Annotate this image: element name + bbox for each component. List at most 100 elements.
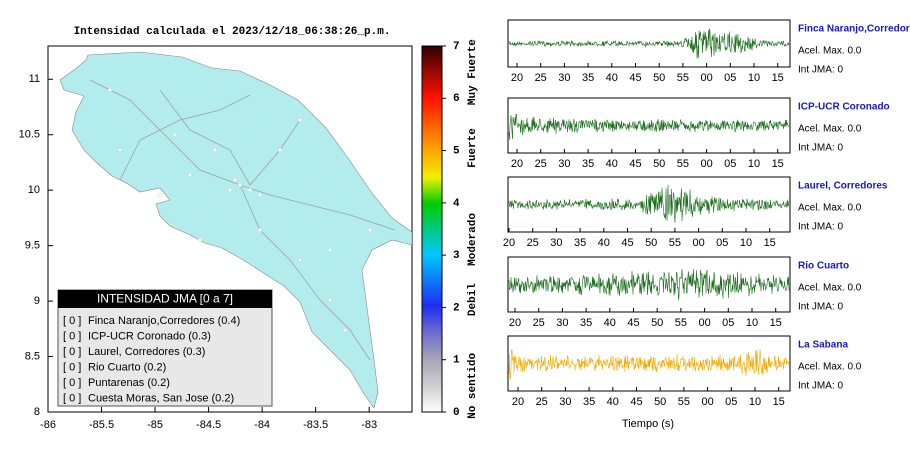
colorbar-tick-label: 4 bbox=[453, 198, 460, 210]
max-acceleration: Acel. Max. 0.0 bbox=[798, 124, 862, 135]
legend-station: Finca Naranjo,Corredores (0.4) bbox=[88, 315, 240, 327]
legend-station: Cuesta Moras, San Jose (0.2) bbox=[88, 392, 234, 404]
legend-header bbox=[58, 290, 272, 308]
time-tick-label: 55 bbox=[677, 158, 689, 170]
time-tick-label: 45 bbox=[621, 237, 633, 249]
time-tick-label: 05 bbox=[716, 237, 728, 249]
time-tick-label: 05 bbox=[724, 158, 736, 170]
time-tick-label: 20 bbox=[511, 72, 523, 84]
colorbar-tick-label: 0 bbox=[453, 407, 460, 419]
time-tick-label: 55 bbox=[669, 237, 681, 249]
time-tick-label: 15 bbox=[772, 72, 784, 84]
y-tick-label: 10.5 bbox=[19, 129, 40, 141]
time-tick-label: 40 bbox=[606, 158, 618, 170]
colorbar bbox=[421, 45, 443, 413]
time-tick-label: 15 bbox=[773, 396, 785, 408]
station-dot bbox=[157, 192, 163, 198]
time-tick-label: 15 bbox=[772, 158, 784, 170]
station-dot bbox=[117, 147, 123, 153]
y-tick-label: 8 bbox=[34, 406, 40, 418]
station-dot bbox=[257, 192, 263, 198]
time-tick-label: 25 bbox=[535, 72, 547, 84]
station-dot bbox=[327, 297, 333, 303]
station-dot bbox=[257, 227, 263, 233]
time-tick-label: 50 bbox=[654, 396, 666, 408]
y-tick-label: 11 bbox=[29, 73, 40, 85]
station-name: Rio Cuarto bbox=[798, 261, 849, 272]
time-tick-label: 20 bbox=[511, 158, 523, 170]
y-tick-label: 9.5 bbox=[25, 240, 40, 252]
time-tick-label: 10 bbox=[746, 317, 758, 329]
legend-level: [ 0 ] bbox=[63, 392, 81, 404]
time-tick-label: 35 bbox=[580, 317, 592, 329]
waveform bbox=[508, 348, 790, 380]
colorbar-tick-label: 5 bbox=[453, 145, 460, 157]
station-name: ICP-UCR Coronado bbox=[798, 102, 890, 113]
jma-intensity: Int JMA: 0 bbox=[798, 381, 843, 392]
time-tick-label: 05 bbox=[725, 396, 737, 408]
station-dot bbox=[197, 237, 203, 243]
legend-station: ICP-UCR Coronado (0.3) bbox=[88, 330, 211, 342]
time-tick-label: 45 bbox=[630, 396, 642, 408]
x-tick-label: -86 bbox=[40, 419, 56, 431]
time-tick-label: 10 bbox=[748, 158, 760, 170]
jma-intensity: Int JMA: 0 bbox=[798, 302, 843, 313]
station-dot bbox=[172, 132, 178, 138]
colorbar-tick-label: 7 bbox=[453, 41, 460, 53]
max-acceleration: Acel. Max. 0.0 bbox=[798, 362, 862, 373]
country-shape bbox=[59, 51, 412, 409]
legend-level: [ 0 ] bbox=[63, 330, 81, 342]
time-tick-label: 35 bbox=[583, 396, 595, 408]
time-tick-label: 40 bbox=[604, 317, 616, 329]
time-tick-label: 35 bbox=[574, 237, 586, 249]
time-tick-label: 25 bbox=[533, 317, 545, 329]
x-tick-label: -83.5 bbox=[303, 419, 328, 431]
legend-station: Puntarenas (0.2) bbox=[88, 377, 170, 389]
legend-level: [ 0 ] bbox=[63, 377, 81, 389]
time-tick-label: 30 bbox=[558, 72, 570, 84]
time-tick-label: 50 bbox=[645, 237, 657, 249]
station-dot bbox=[247, 187, 253, 193]
station-name: La Sabana bbox=[798, 340, 848, 351]
intensity-class: No sentido bbox=[467, 352, 479, 418]
time-tick-label: 45 bbox=[629, 158, 641, 170]
time-tick-label: 00 bbox=[698, 317, 710, 329]
time-tick-label: 45 bbox=[627, 317, 639, 329]
intensity-class: Fuerte bbox=[467, 128, 479, 168]
time-tick-label: 55 bbox=[675, 317, 687, 329]
time-tick-label: 30 bbox=[556, 317, 568, 329]
road bbox=[119, 94, 251, 181]
legend-box bbox=[57, 289, 273, 407]
station-dot bbox=[342, 327, 348, 333]
max-acceleration: Acel. Max. 0.0 bbox=[798, 283, 862, 294]
time-tick-label: 05 bbox=[724, 72, 736, 84]
station-dot bbox=[107, 87, 113, 93]
y-tick-label: 10 bbox=[28, 184, 40, 196]
time-tick-label: 35 bbox=[582, 72, 594, 84]
time-tick-label: 20 bbox=[503, 237, 515, 249]
time-tick-label: 30 bbox=[558, 158, 570, 170]
station-dot bbox=[367, 227, 373, 233]
intensity-class: Moderado bbox=[467, 213, 479, 266]
colorbar-tick-label: 2 bbox=[453, 302, 460, 314]
legend-level: [ 0 ] bbox=[63, 346, 81, 358]
waveform bbox=[508, 184, 790, 223]
station-dot bbox=[237, 182, 243, 188]
legend-level: [ 0 ] bbox=[63, 361, 81, 373]
station-dot bbox=[297, 117, 303, 123]
time-tick-label: 50 bbox=[653, 158, 665, 170]
time-tick-label: 55 bbox=[677, 72, 689, 84]
jma-intensity: Int JMA: 0 bbox=[798, 222, 843, 233]
time-tick-label: 10 bbox=[749, 396, 761, 408]
max-acceleration: Acel. Max. 0.0 bbox=[798, 46, 862, 57]
time-tick-label: 40 bbox=[598, 237, 610, 249]
time-tick-label: 30 bbox=[550, 237, 562, 249]
time-tick-label: 15 bbox=[764, 237, 776, 249]
station-dot bbox=[327, 247, 333, 253]
station-name: Laurel, Corredores bbox=[798, 181, 888, 192]
time-tick-label: 25 bbox=[535, 158, 547, 170]
x-tick-label: -85.5 bbox=[89, 419, 114, 431]
x-tick-label: -85 bbox=[147, 419, 163, 431]
station-dot bbox=[297, 257, 303, 263]
x-tick-label: -84 bbox=[254, 419, 270, 431]
